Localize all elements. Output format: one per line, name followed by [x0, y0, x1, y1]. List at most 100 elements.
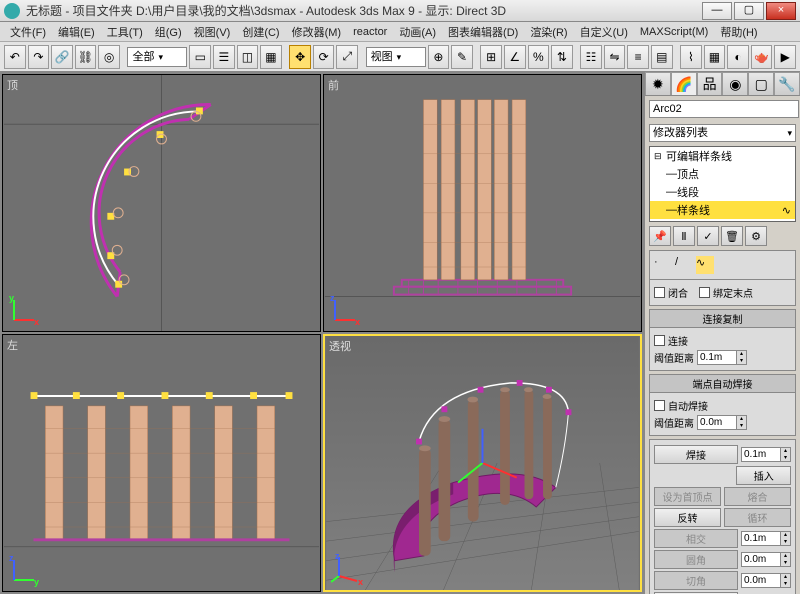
link-button[interactable]: 🔗	[51, 45, 73, 69]
conn-thresh-input[interactable]	[698, 351, 736, 364]
makefirst-button[interactable]: 设为首顶点	[654, 487, 721, 506]
mirror-button[interactable]: ⇋	[604, 45, 626, 69]
percent-snap-button[interactable]: %	[528, 45, 550, 69]
select-button[interactable]: ▭	[189, 45, 211, 69]
fuse-button[interactable]: 熔合	[724, 487, 791, 506]
select-manipulate-button[interactable]: ✎	[451, 45, 473, 69]
material-editor-button[interactable]: ◐	[727, 45, 749, 69]
axis-gizmo-left: y z	[9, 555, 39, 585]
chamfer-button[interactable]: 切角	[654, 571, 738, 590]
tab-hierarchy[interactable]: 品	[697, 72, 723, 95]
viewport-top-label: 顶	[7, 77, 18, 93]
menu-modifiers[interactable]: 修改器(M)	[286, 22, 348, 42]
scale-button[interactable]: ⤢	[336, 45, 358, 69]
rotate-button[interactable]: ⟳	[313, 45, 335, 69]
menu-view[interactable]: 视图(V)	[188, 22, 237, 42]
named-sel-button[interactable]: ☷	[580, 45, 602, 69]
rollouts-area[interactable]: · / ∿ 闭合 绑定末点 连接复制 连接 阈值距离 ▴▾ 端点自动焊接 自动焊…	[645, 248, 800, 594]
tab-modify[interactable]: 🌈	[671, 72, 697, 95]
undo-button[interactable]: ↶	[4, 45, 26, 69]
rollout-vertex-copy-head[interactable]: 连接复制	[649, 309, 796, 328]
sel-segment-icon[interactable]: /	[675, 256, 693, 274]
make-unique-button[interactable]: ✓	[697, 226, 719, 246]
menu-edit[interactable]: 编辑(E)	[52, 22, 101, 42]
tab-create[interactable]: ✹	[645, 72, 671, 95]
pivot-button[interactable]: ⊕	[428, 45, 450, 69]
bind-button[interactable]: ◎	[98, 45, 120, 69]
curve-editor-button[interactable]: ⌇	[680, 45, 702, 69]
lock-check[interactable]	[654, 287, 665, 298]
angle-snap-button[interactable]: ∠	[504, 45, 526, 69]
redo-button[interactable]: ↷	[28, 45, 50, 69]
align-button[interactable]: ≡	[627, 45, 649, 69]
tab-motion[interactable]: ◉	[722, 72, 748, 95]
remove-mod-button[interactable]: 🗑	[721, 226, 743, 246]
reverse-button[interactable]: 反转	[654, 508, 721, 527]
modifier-list-combo[interactable]: 修改器列表	[649, 124, 796, 142]
stack-root[interactable]: 可编辑样条线	[666, 148, 732, 164]
stack-vertex[interactable]: 顶点	[677, 166, 699, 182]
cycle-button[interactable]: 循环	[724, 508, 791, 527]
tab-display[interactable]: ▢	[748, 72, 774, 95]
show-result-button[interactable]: Ⅱ	[673, 226, 695, 246]
stack-buttons: 📌 Ⅱ ✓ 🗑 ⚙	[649, 226, 796, 246]
sel-vertex-icon[interactable]: ·	[654, 256, 672, 274]
viewport-top[interactable]: 顶	[2, 74, 321, 332]
viewport-perspective[interactable]: 透视	[323, 334, 642, 592]
menu-maxscript[interactable]: MAXScript(M)	[634, 24, 714, 40]
rollout-autoweld-head[interactable]: 端点自动焊接	[649, 374, 796, 393]
maximize-button[interactable]: ▢	[734, 2, 764, 20]
chamfer-val[interactable]	[742, 574, 780, 587]
object-name-input[interactable]	[649, 100, 799, 118]
quick-render-button[interactable]: ▶	[774, 45, 796, 69]
stack-spline[interactable]: 样条线	[677, 202, 710, 218]
modifier-stack[interactable]: ⊟可编辑样条线 — 顶点 — 线段 — 样条线∿	[649, 146, 796, 222]
connect-check[interactable]	[654, 335, 665, 346]
minimize-button[interactable]: —	[702, 2, 732, 20]
window-crossing-button[interactable]: ▦	[260, 45, 282, 69]
selection-filter-combo[interactable]: 全部	[127, 47, 187, 67]
menu-animation[interactable]: 动画(A)	[393, 22, 442, 42]
layers-button[interactable]: ▤	[651, 45, 673, 69]
menu-tools[interactable]: 工具(T)	[101, 22, 149, 42]
menu-reactor[interactable]: reactor	[347, 24, 393, 40]
stack-segment[interactable]: 线段	[677, 184, 699, 200]
menu-group[interactable]: 组(G)	[149, 22, 188, 42]
viewport-left[interactable]: 左	[2, 334, 321, 592]
menu-grapheditor[interactable]: 图表编辑器(D)	[442, 22, 524, 42]
autoweld-check[interactable]	[654, 400, 665, 411]
bind-end-check[interactable]	[699, 287, 710, 298]
configure-button[interactable]: ⚙	[745, 226, 767, 246]
menu-bar: 文件(F) 编辑(E) 工具(T) 组(G) 视图(V) 创建(C) 修改器(M…	[0, 22, 800, 42]
intersect-val[interactable]	[742, 532, 780, 545]
menu-file[interactable]: 文件(F)	[4, 22, 52, 42]
autoweld-thresh-input[interactable]	[698, 416, 736, 429]
pin-stack-button[interactable]: 📌	[649, 226, 671, 246]
tab-utilities[interactable]: 🔧	[774, 72, 800, 95]
menu-help[interactable]: 帮助(H)	[714, 22, 763, 42]
axis-gizmo-front: x z	[330, 295, 360, 325]
menu-customize[interactable]: 自定义(U)	[574, 22, 634, 42]
fillet-button[interactable]: 圆角	[654, 550, 738, 569]
viewport-front[interactable]: 前	[323, 74, 642, 332]
menu-render[interactable]: 渲染(R)	[524, 22, 573, 42]
select-region-button[interactable]: ◫	[237, 45, 259, 69]
fillet-val[interactable]	[742, 553, 780, 566]
axis-gizmo-top: x y	[9, 295, 39, 325]
weld-val-input[interactable]	[742, 448, 780, 461]
weld-button[interactable]: 焊接	[654, 445, 738, 464]
close-button[interactable]: ×	[766, 2, 796, 20]
insert-button[interactable]: 插入	[736, 466, 791, 485]
main-toolbar: ↶ ↷ 🔗 ⛓ ◎ 全部 ▭ ☰ ◫ ▦ ✥ ⟳ ⤢ 视图 ⊕ ✎ ⊞ ∠ % …	[0, 42, 800, 72]
schematic-button[interactable]: ▦	[704, 45, 726, 69]
intersect-button[interactable]: 相交	[654, 529, 738, 548]
render-scene-button[interactable]: 🫖	[751, 45, 773, 69]
menu-create[interactable]: 创建(C)	[236, 22, 285, 42]
move-button[interactable]: ✥	[289, 45, 311, 69]
ref-coord-combo[interactable]: 视图	[366, 47, 426, 67]
sel-spline-icon[interactable]: ∿	[696, 256, 714, 274]
spinner-snap-button[interactable]: ⇅	[551, 45, 573, 69]
select-by-name-button[interactable]: ☰	[213, 45, 235, 69]
unlink-button[interactable]: ⛓	[75, 45, 97, 69]
snap-toggle-button[interactable]: ⊞	[480, 45, 502, 69]
